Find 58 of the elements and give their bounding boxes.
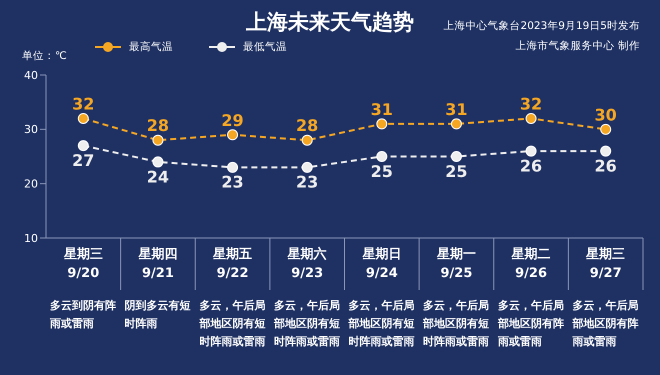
data-label: 25 — [445, 162, 468, 181]
legend-label: 最高气温 — [129, 40, 173, 54]
point — [227, 129, 238, 140]
data-label: 23 — [296, 172, 318, 192]
point — [302, 162, 313, 173]
text: 多云，午后局部地区阴有阵雨或雷雨 — [496, 299, 564, 348]
data-label: 24 — [146, 167, 170, 186]
data-label: 30 — [594, 105, 617, 124]
text: 多云，午后局部地区阴有短时阵雨或雷雨 — [272, 299, 340, 348]
text: 多云，午后局部地区阴有短时阵雨或雷雨 — [422, 299, 490, 348]
y-tick-label: 30 — [24, 123, 38, 136]
chart-title: 上海未来天气趋势 — [246, 10, 414, 34]
point — [227, 162, 238, 173]
point — [600, 124, 612, 135]
data-label: 28 — [146, 116, 170, 136]
text: 多云，午后局部地区阴有短时阵雨或雷雨 — [348, 299, 414, 348]
x-tick-label: 星期五 9/22 — [212, 247, 252, 281]
point — [78, 112, 89, 124]
text: 多云，午后局部地区阴有短时阵雨或雷雨 — [198, 299, 266, 348]
text: 多云，午后局部地区阴有阵雨或雷雨 — [571, 299, 638, 348]
x-tick-label: 星期三 9/27 — [585, 247, 626, 281]
point — [376, 151, 388, 162]
point — [526, 112, 537, 124]
legend-label: 最低气温 — [243, 40, 287, 54]
point — [600, 146, 612, 157]
data-label: 27 — [72, 150, 94, 170]
point — [302, 134, 313, 146]
data-label: 32 — [72, 94, 94, 114]
text: 阴到多云有短时阵雨 — [124, 299, 191, 330]
x-tick-label: 星期六 9/23 — [286, 246, 327, 281]
text: 上海市气象服务中心 制作 — [514, 39, 640, 54]
x-tick-label: 星期一 9/25 — [436, 247, 476, 281]
data-label: 26 — [594, 156, 617, 176]
data-label: 26 — [520, 156, 542, 176]
y-tick-label: 40 — [24, 68, 38, 82]
y-tick-label: 20 — [24, 178, 38, 191]
data-label: 23 — [221, 172, 244, 192]
y-axis-title: 单位：℃ — [22, 49, 67, 63]
data-label: 32 — [520, 94, 542, 114]
x-tick-label: 星期日 9/24 — [361, 247, 402, 281]
point — [526, 146, 537, 157]
x-tick-label: 星期四 9/21 — [137, 247, 178, 281]
data-label: 28 — [296, 116, 318, 136]
text: 多云到阴有阵雨或雷雨 — [49, 299, 116, 330]
data-label: 31 — [370, 100, 393, 119]
data-label: 31 — [445, 100, 468, 119]
data-label: 25 — [370, 162, 393, 181]
point — [152, 134, 164, 146]
point — [376, 118, 388, 130]
point — [450, 118, 462, 130]
point — [152, 156, 164, 168]
point — [450, 151, 462, 162]
y-tick-label: 10 — [24, 232, 38, 245]
x-tick-label: 星期二 9/26 — [510, 247, 551, 281]
text: 上海中心气象台2023年9月19日5时发布 — [444, 19, 640, 34]
x-tick-label: 星期三 9/20 — [62, 247, 103, 281]
data-label: 29 — [221, 110, 244, 130]
point — [78, 140, 89, 152]
